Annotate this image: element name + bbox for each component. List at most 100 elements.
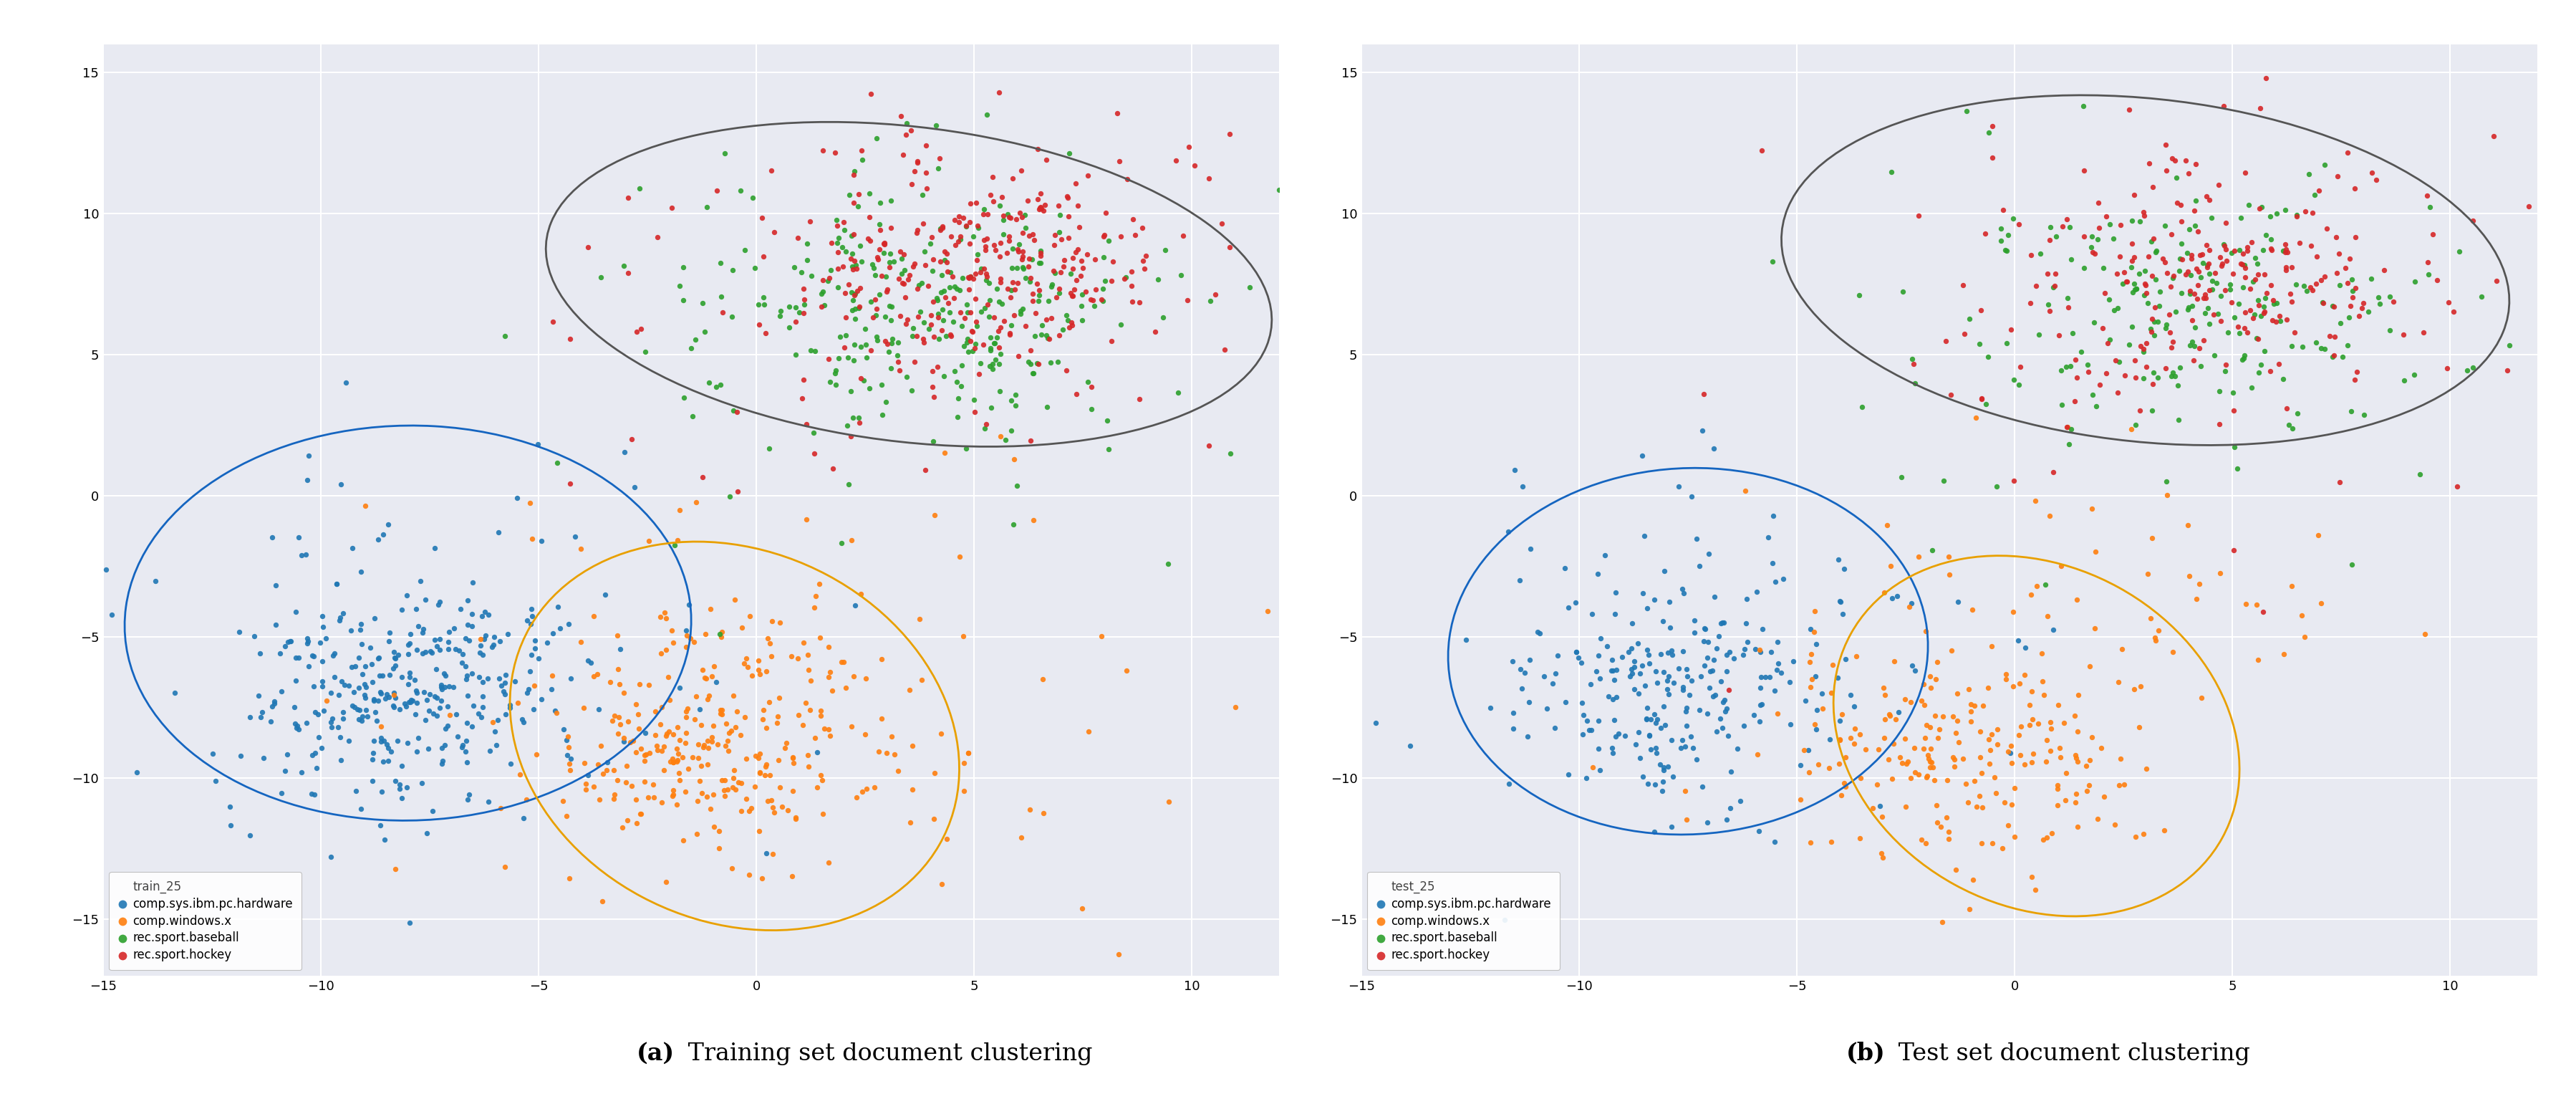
comp.windows.x [742,710,783,728]
comp.windows.x [1888,753,1929,771]
comp.sys.ibm.pc.hardware [353,690,394,708]
comp.windows.x [1875,711,1917,729]
rec.sport.hockey [1043,257,1084,275]
comp.sys.ibm.pc.hardware [252,698,294,715]
comp.sys.ibm.pc.hardware [1937,593,1978,611]
comp.windows.x [1793,715,1834,733]
comp.sys.ibm.pc.hardware [1672,672,1713,690]
rec.sport.hockey [1118,390,1159,408]
comp.sys.ibm.pc.hardware [420,678,461,695]
comp.sys.ibm.pc.hardware [1757,661,1798,679]
comp.sys.ibm.pc.hardware [1795,721,1837,739]
rec.sport.baseball [1046,306,1087,324]
comp.sys.ibm.pc.hardware [1752,554,1793,572]
rec.sport.baseball [1010,355,1051,373]
comp.sys.ibm.pc.hardware [1571,721,1613,739]
comp.sys.ibm.pc.hardware [451,606,492,623]
comp.sys.ibm.pc.hardware [546,746,587,764]
comp.sys.ibm.pc.hardware [301,608,343,625]
comp.sys.ibm.pc.hardware [1749,529,1790,547]
comp.windows.x [2030,742,2071,760]
rec.sport.baseball [2071,386,2112,404]
comp.sys.ibm.pc.hardware [1303,471,1345,489]
rec.sport.baseball [2326,336,2367,354]
rec.sport.hockey [1002,208,1043,226]
rec.sport.hockey [2264,258,2306,276]
comp.sys.ibm.pc.hardware [464,630,505,648]
rec.sport.hockey [832,261,873,278]
rec.sport.hockey [886,315,927,333]
comp.sys.ibm.pc.hardware [286,634,327,652]
rec.sport.hockey [1028,330,1069,348]
rec.sport.baseball [2089,330,2130,348]
comp.sys.ibm.pc.hardware [1492,720,1533,737]
comp.sys.ibm.pc.hardware [1687,814,1728,832]
rec.sport.hockey [2339,307,2380,325]
comp.sys.ibm.pc.hardware [332,683,374,701]
comp.sys.ibm.pc.hardware [1592,661,1633,679]
comp.sys.ibm.pc.hardware [415,539,456,557]
rec.sport.hockey [2069,364,2110,381]
comp.windows.x [549,761,590,779]
comp.windows.x [1837,1000,1878,1018]
comp.windows.x [920,875,961,893]
rec.sport.hockey [2184,285,2226,303]
comp.windows.x [659,764,701,782]
rec.sport.hockey [2156,194,2197,212]
rec.sport.hockey [1010,342,1051,359]
comp.windows.x [2040,749,2081,766]
comp.windows.x [1790,679,1832,696]
comp.windows.x [1726,482,1767,500]
comp.sys.ibm.pc.hardware [422,752,464,770]
rec.sport.baseball [845,335,886,353]
rec.sport.baseball [683,294,724,312]
rec.sport.baseball [783,295,824,313]
rec.sport.baseball [956,335,997,353]
rec.sport.baseball [2146,315,2187,333]
comp.sys.ibm.pc.hardware [1633,591,1674,609]
rec.sport.baseball [832,226,873,244]
rec.sport.baseball [688,374,729,391]
comp.sys.ibm.pc.hardware [1631,741,1672,759]
rec.sport.baseball [1084,272,1126,289]
rec.sport.baseball [855,332,896,349]
rec.sport.baseball [863,244,904,262]
comp.windows.x [644,603,685,621]
rec.sport.baseball [2244,298,2285,316]
rec.sport.baseball [2110,258,2151,276]
rec.sport.baseball [1947,309,1989,327]
rec.sport.hockey [2200,416,2241,434]
rec.sport.hockey [963,231,1005,248]
comp.windows.x [1904,740,1945,757]
comp.windows.x [2012,744,2053,762]
comp.sys.ibm.pc.hardware [1677,530,1718,548]
rec.sport.hockey [1020,247,1061,265]
rec.sport.hockey [2143,250,2184,267]
rec.sport.baseball [819,349,860,367]
comp.windows.x [2097,673,2138,691]
rec.sport.baseball [2452,358,2494,376]
comp.windows.x [809,663,850,681]
comp.windows.x [582,893,623,910]
rec.sport.hockey [935,211,976,228]
rec.sport.hockey [1046,362,1087,379]
rec.sport.hockey [951,332,992,349]
rec.sport.baseball [2146,472,2187,490]
rec.sport.hockey [912,388,953,406]
comp.windows.x [598,627,639,644]
rec.sport.baseball [914,116,956,134]
rec.sport.hockey [696,182,737,200]
rec.sport.hockey [2184,236,2226,254]
comp.windows.x [1839,830,1880,847]
comp.sys.ibm.pc.hardware [1687,649,1728,667]
rec.sport.hockey [2166,265,2208,283]
rec.sport.hockey [2342,299,2383,317]
comp.sys.ibm.pc.hardware [1682,777,1723,795]
comp.sys.ibm.pc.hardware [1834,698,1875,715]
comp.windows.x [2146,486,2187,503]
rec.sport.hockey [1084,204,1126,222]
rec.sport.hockey [1018,191,1059,208]
rec.sport.baseball [2241,199,2282,216]
comp.windows.x [665,734,706,752]
rec.sport.hockey [2184,288,2226,306]
